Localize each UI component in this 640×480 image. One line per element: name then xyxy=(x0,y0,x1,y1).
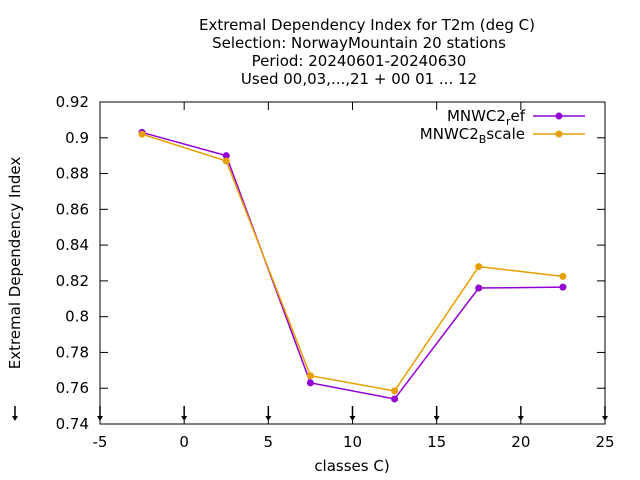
data-point xyxy=(222,157,230,165)
y-tick-label: 0.82 xyxy=(56,272,89,290)
data-point xyxy=(306,379,314,387)
data-point xyxy=(475,284,483,292)
data-point xyxy=(559,272,567,280)
bottom-marker-arrow xyxy=(517,416,524,421)
title-line-2: Selection: NorwayMountain 20 stations xyxy=(212,34,506,52)
x-axis-label: classes C) xyxy=(314,457,389,475)
y-tick-label: 0.9 xyxy=(65,129,89,147)
bottom-markers xyxy=(12,406,608,421)
legend-marker-1 xyxy=(555,112,563,120)
x-tick-label: 10 xyxy=(343,433,362,451)
bottom-marker-arrow xyxy=(181,416,188,421)
plot-frame xyxy=(99,101,606,425)
data-point xyxy=(559,283,567,291)
y-axis: 0.74 0.76 0.78 0.8 0.82 0.84 0.86 0.88 0.9 0.92 xyxy=(56,93,605,433)
data-point xyxy=(391,387,399,395)
y-tick-label: 0.8 xyxy=(65,308,89,326)
data-point xyxy=(391,395,399,403)
y-tick-label: 0.76 xyxy=(56,379,89,397)
x-tick-label: 0 xyxy=(179,433,189,451)
legend-marker-2 xyxy=(555,130,563,138)
series-line-2 xyxy=(141,133,564,392)
chart-title: Extremal Dependency Index for T2m (deg C… xyxy=(199,16,535,88)
data-point xyxy=(138,130,146,138)
data-point xyxy=(475,263,483,271)
y-axis-label: Extremal Dependency Index xyxy=(6,157,24,370)
bottom-marker-arrow xyxy=(349,416,356,421)
series-line-1 xyxy=(141,131,563,400)
y-tick-label: 0.74 xyxy=(56,415,89,433)
y-tick-label: 0.86 xyxy=(56,200,89,218)
bottom-marker-arrow xyxy=(265,416,272,421)
series-layer xyxy=(138,128,567,403)
x-tick-label: 15 xyxy=(427,433,446,451)
bottom-marker-arrow xyxy=(97,416,103,421)
y-tick-label: 0.84 xyxy=(56,236,89,254)
title-line-3: Period: 20240601-20240630 xyxy=(252,52,467,70)
data-point xyxy=(306,372,314,380)
data-point xyxy=(222,152,230,160)
x-tick-label: -5 xyxy=(93,433,108,451)
bottom-marker-arrow xyxy=(12,416,18,421)
x-tick-label: 25 xyxy=(595,433,614,451)
legend-label-2: MNWC2Bscale xyxy=(420,125,525,146)
bottom-marker-arrow xyxy=(602,416,608,421)
bottom-marker-arrow xyxy=(433,416,440,421)
y-tick-label: 0.78 xyxy=(56,343,89,361)
x-axis: -5 0 5 10 15 20 25 xyxy=(93,102,615,451)
x-tick-label: 5 xyxy=(264,433,274,451)
title-line-4: Used 00,03,...,21 + 00 01 ... 12 xyxy=(241,70,477,88)
title-line-1: Extremal Dependency Index for T2m (deg C… xyxy=(199,16,535,34)
y-tick-label: 0.92 xyxy=(56,93,89,111)
x-tick-label: 20 xyxy=(511,433,530,451)
y-tick-label: 0.88 xyxy=(56,165,89,183)
